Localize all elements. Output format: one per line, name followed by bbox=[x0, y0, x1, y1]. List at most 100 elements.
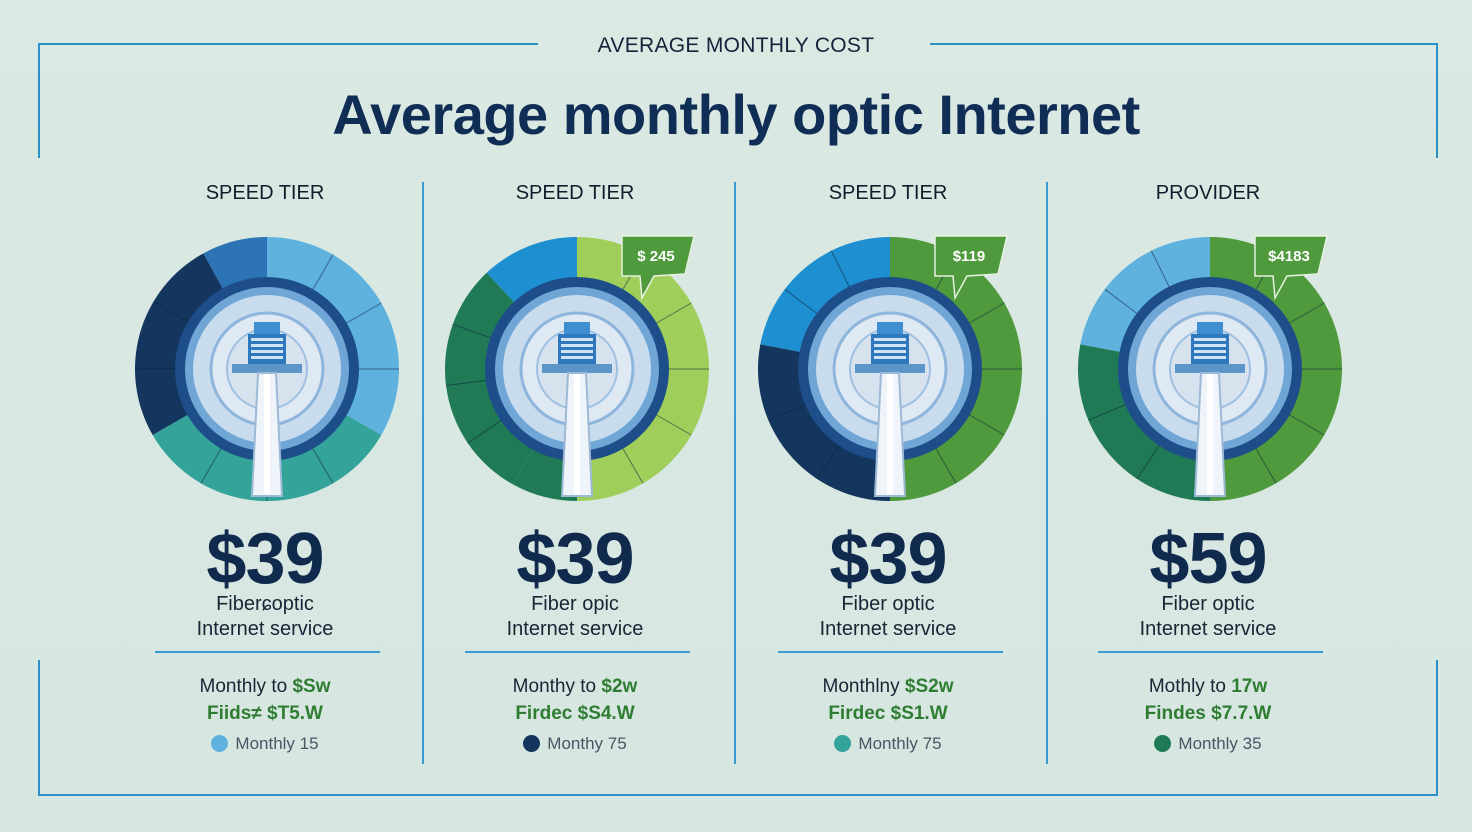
monthly-line: Mothly to 17w bbox=[1053, 676, 1363, 698]
description-line-2: Internet service bbox=[819, 618, 957, 640]
frame-right-top bbox=[1436, 43, 1438, 158]
description-line-2: Internet service bbox=[196, 618, 334, 640]
column-divider bbox=[734, 182, 736, 764]
pie-slice bbox=[486, 237, 577, 304]
donut-chart bbox=[134, 237, 399, 501]
description-line-2: Internet service bbox=[1139, 618, 1277, 640]
panel-3: SPEED TIER $119 $39 Fiber optic Internet… bbox=[733, 178, 1043, 778]
column-divider bbox=[422, 182, 424, 764]
segment-divider bbox=[1104, 288, 1139, 315]
legend-item: Monthly 15 bbox=[110, 734, 420, 754]
segment-divider bbox=[967, 413, 1005, 436]
frame-left-bottom bbox=[38, 660, 40, 796]
separator bbox=[155, 651, 380, 653]
panel-heading: SPEED TIER bbox=[515, 182, 635, 204]
legend-item: Monthly 35 bbox=[1053, 734, 1363, 754]
segment-divider bbox=[1088, 403, 1128, 421]
legend-item: Monthy 75 bbox=[420, 734, 730, 754]
description-line-1: Fiber optic bbox=[1161, 593, 1255, 615]
finder-line: Firdec $S1.W bbox=[828, 703, 948, 724]
finder-line: Fiids≠ $T5.W bbox=[207, 703, 323, 724]
pie-slice bbox=[758, 344, 890, 501]
frame-right-bottom bbox=[1436, 660, 1438, 796]
legend-item: Monthly 75 bbox=[733, 734, 1043, 754]
panel-2: SPEED TIER $ 245 $39 Fiber opic Internet… bbox=[420, 178, 730, 778]
segment-divider bbox=[967, 302, 1005, 325]
callout-tag bbox=[934, 235, 1008, 301]
legend-label: Monthy 75 bbox=[547, 734, 627, 753]
segment-divider bbox=[1287, 302, 1325, 325]
price: $39 bbox=[206, 519, 324, 599]
frame-bottom bbox=[38, 794, 1438, 796]
pie-slice bbox=[513, 447, 577, 501]
finder-line: Findes $7.7.W bbox=[1144, 703, 1272, 724]
callout-label: $4183 bbox=[1268, 248, 1310, 265]
segment-divider bbox=[445, 379, 488, 387]
legend-label: Monthly 35 bbox=[1178, 734, 1262, 753]
pie-slice bbox=[1210, 237, 1342, 501]
legend-dot bbox=[834, 735, 852, 752]
pie-slice bbox=[1078, 344, 1210, 501]
fiber-tower-icon bbox=[1175, 322, 1245, 497]
fiber-tower-icon bbox=[542, 322, 612, 497]
finder-line: Firdec $S4.W bbox=[515, 703, 635, 724]
monthly-value: $2w bbox=[601, 676, 638, 697]
column-divider bbox=[1046, 182, 1048, 764]
monthly-line: Monthy to $2w bbox=[420, 676, 730, 698]
legend-dot bbox=[211, 735, 229, 752]
segment-divider bbox=[1254, 446, 1277, 484]
donut-chart: $119 bbox=[758, 235, 1022, 501]
panel-heading: PROVIDER bbox=[1155, 182, 1261, 204]
description-line-1: Fiber opic bbox=[531, 593, 619, 615]
description-line-2: Internet service bbox=[506, 618, 644, 640]
price: $59 bbox=[1149, 519, 1267, 599]
frame-top-right bbox=[930, 43, 1438, 45]
segment-divider bbox=[1150, 250, 1171, 289]
donut-chart: $ 245 bbox=[445, 235, 709, 501]
segment-divider bbox=[153, 300, 190, 324]
callout-tag bbox=[621, 235, 695, 301]
legend-label: Monthly 75 bbox=[858, 734, 942, 753]
legend-label: Monthly 15 bbox=[235, 734, 319, 753]
frame-left-top bbox=[38, 43, 40, 158]
pie-slice bbox=[577, 237, 709, 501]
pie-slice bbox=[890, 237, 1022, 501]
segment-divider bbox=[452, 323, 493, 339]
monthly-value: 17w bbox=[1231, 676, 1268, 697]
legend-dot bbox=[1154, 735, 1172, 752]
pie-slice bbox=[267, 237, 399, 435]
donut-chart: $4183 bbox=[1078, 235, 1342, 501]
separator bbox=[465, 651, 690, 653]
monthly-label: Monthlny bbox=[822, 676, 905, 697]
segment-divider bbox=[621, 446, 644, 484]
description-line-1: Fiber optic bbox=[841, 593, 935, 615]
separator bbox=[778, 651, 1003, 653]
segment-divider bbox=[311, 254, 334, 292]
callout-tag bbox=[1254, 235, 1328, 301]
fiber-tower-icon bbox=[855, 322, 925, 497]
panel-heading: SPEED TIER bbox=[205, 182, 325, 204]
panel-heading: SPEED TIER bbox=[828, 182, 948, 204]
callout-label: $119 bbox=[953, 248, 986, 265]
legend-dot bbox=[523, 735, 541, 752]
pie-slice bbox=[203, 237, 267, 291]
monthly-line: Monthly to $Sw bbox=[110, 676, 420, 698]
monthly-label: Monthly to bbox=[199, 676, 293, 697]
segment-divider bbox=[830, 250, 851, 289]
panel-4: PROVIDER $4183 $59 Fiber optic Internet … bbox=[1053, 178, 1363, 778]
pie-slice bbox=[760, 237, 890, 353]
segment-divider bbox=[816, 443, 841, 480]
pie-slice bbox=[1080, 237, 1210, 353]
segment-divider bbox=[1136, 443, 1161, 480]
segment-divider bbox=[654, 302, 692, 325]
supertitle: AVERAGE MONTHLY COST bbox=[597, 34, 875, 57]
monthly-value: $S2w bbox=[904, 676, 954, 697]
segment-divider bbox=[784, 288, 819, 315]
monthly-line: Monthlny $S2w bbox=[733, 676, 1043, 698]
segment-divider bbox=[654, 413, 692, 436]
segment-divider bbox=[768, 403, 808, 421]
separator bbox=[1098, 651, 1323, 653]
segment-divider bbox=[1287, 413, 1325, 436]
monthly-label: Mothly to bbox=[1148, 676, 1232, 697]
monthly-value: $Sw bbox=[292, 676, 331, 697]
